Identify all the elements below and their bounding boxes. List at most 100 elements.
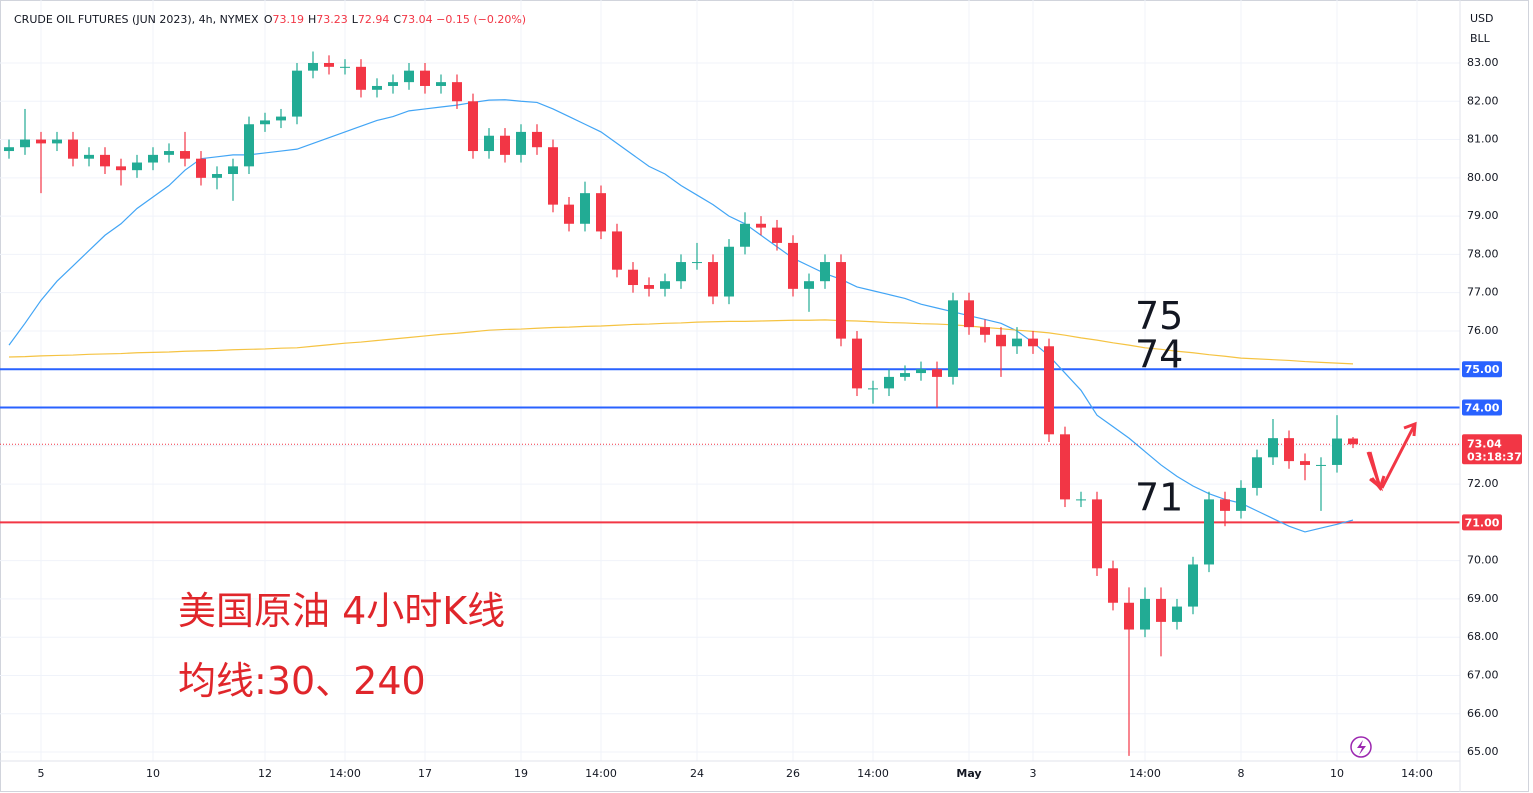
candle-body: [724, 246, 734, 297]
candle-body: [1012, 338, 1022, 347]
x-tick-label: 12: [258, 767, 272, 780]
candle-body: [1204, 499, 1214, 565]
watermark-title: 美国原油 4小时K线: [178, 589, 505, 633]
candle-body: [1108, 568, 1118, 603]
x-tick-label: 26: [786, 767, 800, 780]
y-tick-label: 72.00: [1467, 477, 1499, 490]
y-tick-label: 80.00: [1467, 171, 1499, 184]
candle-body: [324, 63, 334, 67]
candle-body: [1124, 602, 1134, 630]
candle-body: [884, 376, 894, 389]
alert-icon[interactable]: [1350, 736, 1372, 758]
candle-body: [1060, 434, 1070, 500]
watermark-ma: 均线:30、240: [178, 659, 426, 703]
candle-body: [1028, 338, 1038, 347]
candle-body: [1316, 464, 1326, 466]
last-price-label: 73.04: [1467, 437, 1502, 450]
level-note: 71: [1135, 475, 1183, 519]
candle-body: [1156, 598, 1166, 622]
countdown: 03:18:37: [1467, 450, 1522, 463]
candle-body: [420, 70, 430, 86]
candle-body: [148, 154, 158, 163]
y-tick-label: 76.00: [1467, 324, 1499, 337]
arrow-down: [1368, 451, 1386, 492]
y-tick-label: 70.00: [1467, 554, 1499, 567]
price-tag-label: 75.00: [1465, 363, 1500, 376]
candle-body: [388, 82, 398, 86]
candle-body: [836, 262, 846, 339]
x-tick-label: 10: [146, 767, 160, 780]
candle-body: [212, 174, 222, 178]
candle-body: [644, 285, 654, 289]
candle-body: [260, 120, 270, 125]
candle-body: [436, 82, 446, 86]
candle-body: [516, 131, 526, 155]
candle-body: [1332, 438, 1342, 465]
plot: [0, 51, 1460, 756]
candle-body: [628, 269, 638, 286]
candle-body: [852, 338, 862, 389]
candle-body: [1236, 487, 1246, 511]
candle-body: [548, 147, 558, 205]
arrow-up: [1380, 421, 1417, 489]
candle-body: [20, 139, 30, 148]
candle-body: [708, 262, 718, 297]
candle-body: [804, 281, 814, 289]
x-tick-label: 10: [1330, 767, 1344, 780]
candle-body: [52, 139, 62, 144]
candle-body: [612, 231, 622, 270]
moving-average: [8, 99, 1354, 533]
candle-body: [580, 193, 590, 224]
candle-body: [308, 63, 318, 71]
candle-body: [84, 154, 94, 159]
x-tick-label: 3: [1030, 767, 1037, 780]
y-tick-label: 81.00: [1467, 133, 1499, 146]
x-tick-label: 14:00: [329, 767, 361, 780]
candle-body: [68, 139, 78, 159]
x-tick-label: 14:00: [1129, 767, 1161, 780]
candle-body: [820, 262, 830, 282]
candle-body: [964, 300, 974, 328]
y-tick-label: 69.00: [1467, 592, 1499, 605]
currency: USD: [1470, 12, 1494, 25]
ohlc-key: L: [352, 13, 359, 26]
ohlc-value: 73.19: [273, 13, 305, 26]
y-tick-label: 68.00: [1467, 630, 1499, 643]
ohlc-value: 73.04: [401, 13, 433, 26]
candle-body: [36, 139, 46, 144]
candle-body: [1300, 461, 1310, 465]
candle-body: [180, 151, 190, 159]
x-tick-label: May: [956, 767, 981, 780]
candle-body: [692, 262, 702, 264]
y-tick-label: 77.00: [1467, 286, 1499, 299]
level-note: 74: [1135, 333, 1183, 377]
ohlc-value: 73.23: [316, 13, 348, 26]
candle-body: [4, 147, 14, 152]
alert-bolt: [1357, 740, 1366, 755]
x-tick-label: 8: [1238, 767, 1245, 780]
price-tag: [1462, 399, 1502, 416]
candle-body: [900, 373, 910, 377]
candle-body: [132, 162, 142, 171]
candle-body: [772, 227, 782, 243]
candle-body: [340, 66, 350, 68]
price-tag-label: 74.00: [1465, 402, 1500, 415]
ohlc-key: C: [393, 13, 401, 26]
price-tag: [1462, 514, 1502, 531]
candle-body: [100, 154, 110, 167]
candle-body: [1140, 598, 1150, 630]
candle-body: [996, 334, 1006, 347]
candle-body: [788, 242, 798, 289]
y-tick-label: 66.00: [1467, 707, 1499, 720]
ohlc: O73.19 H73.23 L72.94 C73.04: [264, 13, 433, 26]
x-tick-label: 5: [38, 767, 45, 780]
candle-body: [1044, 346, 1054, 435]
x-tick-label: 14:00: [1401, 767, 1433, 780]
candle-body: [1268, 438, 1278, 458]
ohlc-key: H: [308, 13, 316, 26]
candle-body: [372, 85, 382, 90]
candle-body: [596, 193, 606, 232]
price-tag-label: 71.00: [1465, 516, 1500, 529]
candle-body: [740, 223, 750, 247]
